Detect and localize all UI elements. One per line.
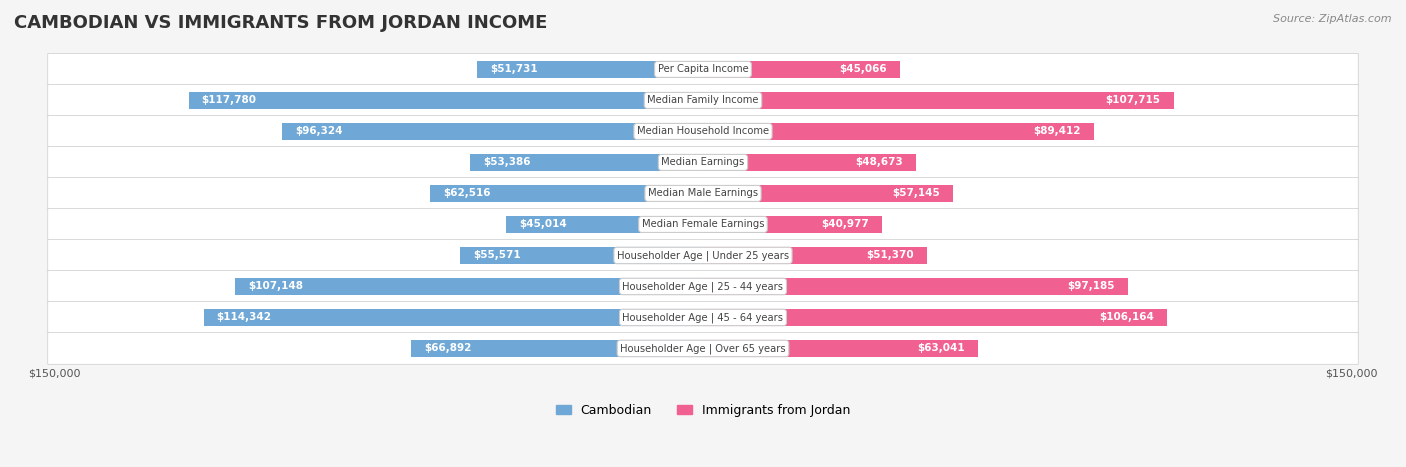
FancyBboxPatch shape [48,54,1358,85]
Text: CAMBODIAN VS IMMIGRANTS FROM JORDAN INCOME: CAMBODIAN VS IMMIGRANTS FROM JORDAN INCO… [14,14,547,32]
Text: $117,780: $117,780 [201,95,257,106]
Legend: Cambodian, Immigrants from Jordan: Cambodian, Immigrants from Jordan [551,399,855,422]
Bar [283,123,703,140]
Text: Median Household Income: Median Household Income [637,127,769,136]
FancyBboxPatch shape [48,116,1358,147]
Bar [477,61,703,78]
Text: Per Capita Income: Per Capita Income [658,64,748,74]
Text: Householder Age | Under 25 years: Householder Age | Under 25 years [617,250,789,261]
Bar [703,278,1128,295]
Text: $48,673: $48,673 [855,157,903,168]
Text: $107,148: $107,148 [247,282,304,291]
Text: Median Family Income: Median Family Income [647,95,759,106]
Text: Householder Age | Over 65 years: Householder Age | Over 65 years [620,343,786,354]
Text: $51,370: $51,370 [866,250,914,261]
Text: Householder Age | 45 - 64 years: Householder Age | 45 - 64 years [623,312,783,323]
Text: $55,571: $55,571 [474,250,522,261]
Text: $40,977: $40,977 [821,219,869,229]
Text: $53,386: $53,386 [482,157,530,168]
Text: $97,185: $97,185 [1067,282,1115,291]
FancyBboxPatch shape [48,147,1358,178]
Text: $57,145: $57,145 [891,188,939,198]
Text: $62,516: $62,516 [443,188,491,198]
Text: Median Male Earnings: Median Male Earnings [648,188,758,198]
FancyBboxPatch shape [48,240,1358,271]
FancyBboxPatch shape [48,85,1358,116]
Bar [430,185,703,202]
Bar [703,216,882,233]
Text: Median Female Earnings: Median Female Earnings [641,219,765,229]
Text: $45,066: $45,066 [839,64,887,74]
Text: $51,731: $51,731 [491,64,537,74]
FancyBboxPatch shape [48,302,1358,333]
Text: $150,000: $150,000 [1326,368,1378,379]
Text: $114,342: $114,342 [217,312,271,322]
Bar [703,309,1167,326]
Text: $66,892: $66,892 [423,343,471,354]
Text: $89,412: $89,412 [1033,127,1080,136]
Bar [506,216,703,233]
FancyBboxPatch shape [48,271,1358,302]
FancyBboxPatch shape [48,209,1358,240]
Text: Median Earnings: Median Earnings [661,157,745,168]
FancyBboxPatch shape [48,177,1358,209]
Text: $107,715: $107,715 [1105,95,1160,106]
Bar [703,61,900,78]
Bar [460,247,703,264]
Text: $150,000: $150,000 [28,368,80,379]
FancyBboxPatch shape [48,333,1358,364]
Text: $96,324: $96,324 [295,127,343,136]
Bar [703,247,928,264]
Bar [411,340,703,357]
Bar [703,92,1174,109]
Bar [470,154,703,171]
Text: Householder Age | 25 - 44 years: Householder Age | 25 - 44 years [623,281,783,292]
Text: $45,014: $45,014 [519,219,567,229]
Bar [188,92,703,109]
Text: $63,041: $63,041 [918,343,966,354]
Bar [703,123,1094,140]
Bar [204,309,703,326]
Text: $106,164: $106,164 [1098,312,1154,322]
Text: Source: ZipAtlas.com: Source: ZipAtlas.com [1274,14,1392,24]
Bar [703,340,979,357]
Bar [703,185,953,202]
Bar [703,154,915,171]
Bar [235,278,703,295]
